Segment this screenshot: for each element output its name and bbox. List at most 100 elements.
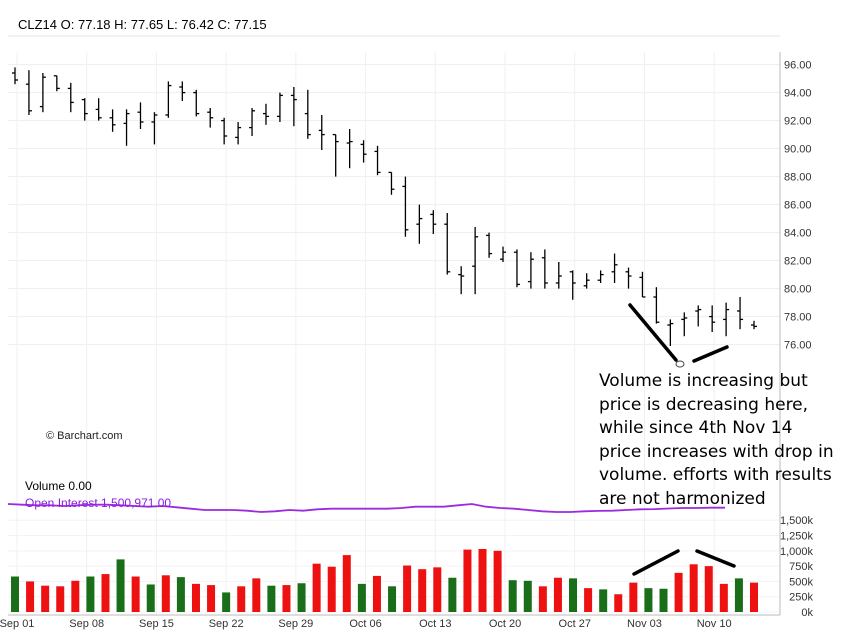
volume-bar (584, 588, 593, 612)
ohlc-bar (235, 122, 242, 145)
volume-bars (11, 548, 758, 612)
ohlc-bar (500, 246, 507, 262)
ohlc-bar (555, 262, 562, 289)
volume-bar (252, 578, 261, 612)
volume-tick-label: 750k (789, 561, 813, 573)
ohlc-bar (527, 252, 534, 289)
ohlc-bar (276, 92, 283, 122)
volume-label: Volume 0.00 (25, 479, 92, 493)
price-tick-label: 92.00 (784, 116, 812, 128)
ohlc-bar (221, 117, 228, 145)
volume-bar (659, 588, 668, 612)
ohlc-bar (25, 70, 32, 115)
chart-header: CLZ14 O: 77.18 H: 77.65 L: 76.42 C: 77.1… (18, 17, 267, 32)
ohlc-readout: O: 77.18 H: 77.65 L: 76.42 C: 77.15 (60, 17, 267, 32)
ohlc-bar (332, 133, 339, 177)
volume-bar (704, 566, 713, 612)
ohlc-bar (639, 271, 646, 298)
volume-bar (222, 592, 231, 612)
volume-bar (388, 586, 397, 612)
open-interest-path (7, 503, 725, 513)
volume-bar (734, 578, 743, 612)
volume-bar (523, 580, 532, 612)
price-tick-label: 86.00 (784, 200, 812, 212)
volume-bar (267, 585, 276, 612)
ohlc-bar (751, 320, 757, 330)
price-tick-label: 96.00 (784, 60, 812, 72)
volume-bar (237, 586, 246, 612)
ohlc-bar (737, 297, 744, 330)
price-tick-label: 84.00 (784, 228, 812, 240)
volume-bar (11, 576, 19, 612)
ohlc-bar (290, 87, 297, 127)
ohlc-bar (53, 75, 60, 92)
low-marker (675, 360, 685, 368)
axis-labels: 96.00 94.00 92.00 90.00 88.00 86.00 84.00 82.00… (0, 60, 813, 630)
volume-bar (116, 559, 125, 612)
volume-bar (629, 582, 638, 612)
volume-bar (614, 594, 623, 612)
volume-bar (538, 586, 547, 612)
ohlc-bar (653, 287, 660, 324)
volume-bar (86, 576, 95, 612)
ohlc-bar (151, 112, 158, 145)
price-bars (12, 67, 757, 346)
ohlc-bar (444, 213, 451, 275)
volume-down-stroke (695, 549, 736, 568)
ohlc-bar (625, 267, 632, 289)
date-tick-label: Oct 20 (489, 618, 521, 630)
ohlc-bar (262, 103, 269, 125)
ohlc-bar (611, 253, 618, 283)
volume-bar (644, 588, 653, 612)
ohlc-bar (39, 73, 46, 113)
volume-tick-label: 1,250k (780, 531, 814, 543)
volume-bar (508, 580, 517, 612)
volume-bar (146, 584, 155, 612)
ohlc-bar (667, 319, 674, 346)
volume-bar (463, 549, 472, 612)
ohlc-bar (179, 81, 186, 101)
ohlc-bar (486, 232, 493, 258)
volume-bar (478, 548, 487, 612)
volume-tick-label: 1,000k (780, 546, 814, 558)
ohlc-bar (583, 273, 590, 289)
price-tick-label: 76.00 (784, 340, 812, 352)
ohlc-bar (416, 204, 423, 244)
price-tick-label: 78.00 (784, 312, 812, 324)
volume-bar (403, 565, 412, 612)
volume-bar (297, 583, 306, 612)
volume-bar (689, 564, 698, 612)
volume-bar (599, 589, 608, 612)
ohlc-bar (374, 145, 381, 176)
ohlc-bar (723, 302, 730, 337)
ohlc-bar (681, 312, 688, 337)
open-interest-line (7, 503, 725, 513)
ohlc-bar (109, 109, 116, 132)
ohlc-bar (569, 270, 576, 300)
ohlc-bar (402, 176, 409, 237)
ohlc-bar (388, 171, 395, 195)
price-down-stroke (628, 303, 678, 362)
date-tick-label: Sep 01 (0, 618, 34, 630)
open-interest-label: Open Interest 1,500,971.00 (25, 496, 172, 510)
volume-bar (569, 578, 578, 612)
ohlc-bar (695, 305, 702, 327)
ohlc-bar (472, 227, 479, 295)
volume-bar (176, 577, 185, 612)
ohlc-bar (95, 98, 102, 121)
date-tick-label: Oct 06 (349, 618, 381, 630)
symbol: CLZ14 (18, 17, 58, 32)
volume-bar (433, 567, 442, 612)
ohlc-bar (165, 81, 172, 118)
ohlc-bar (346, 129, 353, 169)
axes (8, 52, 781, 616)
volume-bar (41, 585, 50, 612)
ohlc-bar (81, 98, 88, 121)
ohlc-bar (67, 82, 74, 113)
volume-bar (56, 586, 65, 612)
ohlc-bar (318, 115, 325, 150)
volume-bar (312, 563, 321, 612)
volume-bar (418, 569, 427, 612)
volume-bar (674, 572, 683, 612)
